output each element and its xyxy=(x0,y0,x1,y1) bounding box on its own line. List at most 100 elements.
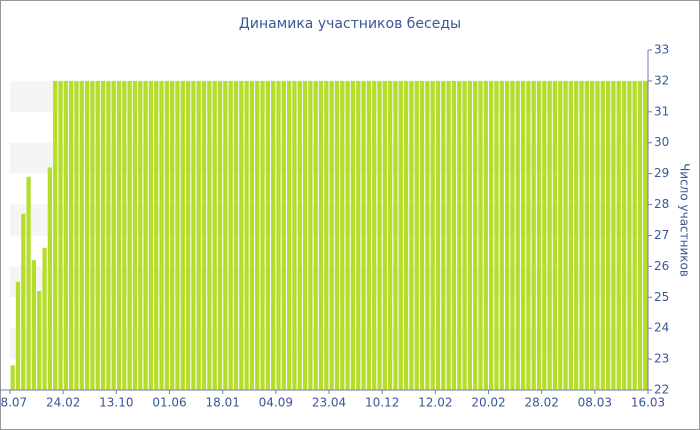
grid-band xyxy=(10,142,648,174)
bar xyxy=(350,80,356,390)
bar xyxy=(228,80,233,390)
bar xyxy=(382,80,387,390)
bar xyxy=(547,80,552,390)
bar xyxy=(388,80,393,390)
bar xyxy=(361,80,366,390)
bar xyxy=(462,80,467,390)
bar xyxy=(435,80,441,390)
bar xyxy=(372,80,377,390)
bar xyxy=(595,80,600,390)
bar xyxy=(26,176,31,390)
bar xyxy=(90,80,95,390)
chart-title: Динамика участников беседы xyxy=(239,16,461,32)
x-tick-label: 04.09 xyxy=(259,396,293,410)
bar xyxy=(377,80,382,390)
x-tick-label: 23.04 xyxy=(312,396,346,410)
bar xyxy=(531,80,536,390)
bar xyxy=(223,80,228,390)
bar xyxy=(191,80,196,390)
bar xyxy=(409,80,414,390)
y-tick-label: 29 xyxy=(654,166,669,180)
x-tick-label: 12.02 xyxy=(418,396,452,410)
y-tick-label: 23 xyxy=(654,352,669,366)
bar xyxy=(308,80,313,390)
bar xyxy=(483,80,488,390)
bar xyxy=(605,80,611,390)
y-tick-label: 27 xyxy=(654,228,669,242)
bar xyxy=(473,80,478,390)
grid-band xyxy=(10,328,648,360)
bar xyxy=(84,80,90,390)
y-tick-label: 32 xyxy=(654,73,669,87)
bar xyxy=(393,80,398,390)
bar xyxy=(446,80,451,390)
bar xyxy=(494,80,499,390)
bar xyxy=(414,80,419,390)
background xyxy=(10,80,648,360)
grid-band xyxy=(10,204,648,236)
bar xyxy=(329,80,334,390)
bar xyxy=(478,80,483,390)
bar xyxy=(621,80,627,390)
bar xyxy=(520,80,526,390)
bar xyxy=(185,80,191,390)
bar xyxy=(568,80,574,390)
bar xyxy=(244,80,249,390)
bar xyxy=(207,80,212,390)
y-tick-label: 26 xyxy=(654,259,669,273)
bar xyxy=(441,80,446,390)
bar xyxy=(313,80,318,390)
bar xyxy=(143,80,148,390)
x-tick-label: 20.02 xyxy=(471,396,505,410)
bar xyxy=(239,80,244,390)
bar xyxy=(127,80,132,390)
bar xyxy=(552,80,558,390)
y-tick-label: 24 xyxy=(654,321,669,335)
bar xyxy=(10,365,15,390)
bar xyxy=(403,80,409,390)
bar xyxy=(302,80,308,390)
bar xyxy=(196,80,201,390)
y-tick-label: 30 xyxy=(654,135,669,149)
y-axis-label: Число участников xyxy=(678,163,692,277)
bar xyxy=(504,80,510,390)
bar xyxy=(643,80,648,390)
y-tick-label: 28 xyxy=(654,197,669,211)
bar xyxy=(106,80,111,390)
y-tick-label: 25 xyxy=(654,290,669,304)
x-tick-label: 28.02 xyxy=(524,396,558,410)
bar xyxy=(419,80,425,390)
bar xyxy=(542,80,547,390)
bar xyxy=(15,281,21,390)
grid-band xyxy=(10,266,648,298)
bar xyxy=(111,80,116,390)
bar xyxy=(63,80,68,390)
bar xyxy=(558,80,563,390)
bar xyxy=(600,80,605,390)
bar xyxy=(356,80,361,390)
bar xyxy=(611,80,616,390)
bar xyxy=(276,80,281,390)
x-tick-label: 08.03 xyxy=(578,396,612,410)
bar xyxy=(265,80,270,390)
bar xyxy=(217,80,223,390)
bar xyxy=(451,80,457,390)
bar xyxy=(42,247,47,390)
x-tick-label: 10.12 xyxy=(365,396,399,410)
bar xyxy=(515,80,520,390)
bar xyxy=(286,80,292,390)
bar xyxy=(37,291,42,390)
bar xyxy=(292,80,297,390)
bar xyxy=(53,80,58,390)
bar xyxy=(563,80,568,390)
bar xyxy=(175,80,180,390)
x-tick-label: 16.03 xyxy=(631,396,665,410)
bar xyxy=(154,80,159,390)
bar xyxy=(74,80,79,390)
bar xyxy=(318,80,324,390)
bar xyxy=(590,80,595,390)
bar xyxy=(201,80,207,390)
bar xyxy=(457,80,462,390)
y-tick-label: 31 xyxy=(654,104,669,118)
